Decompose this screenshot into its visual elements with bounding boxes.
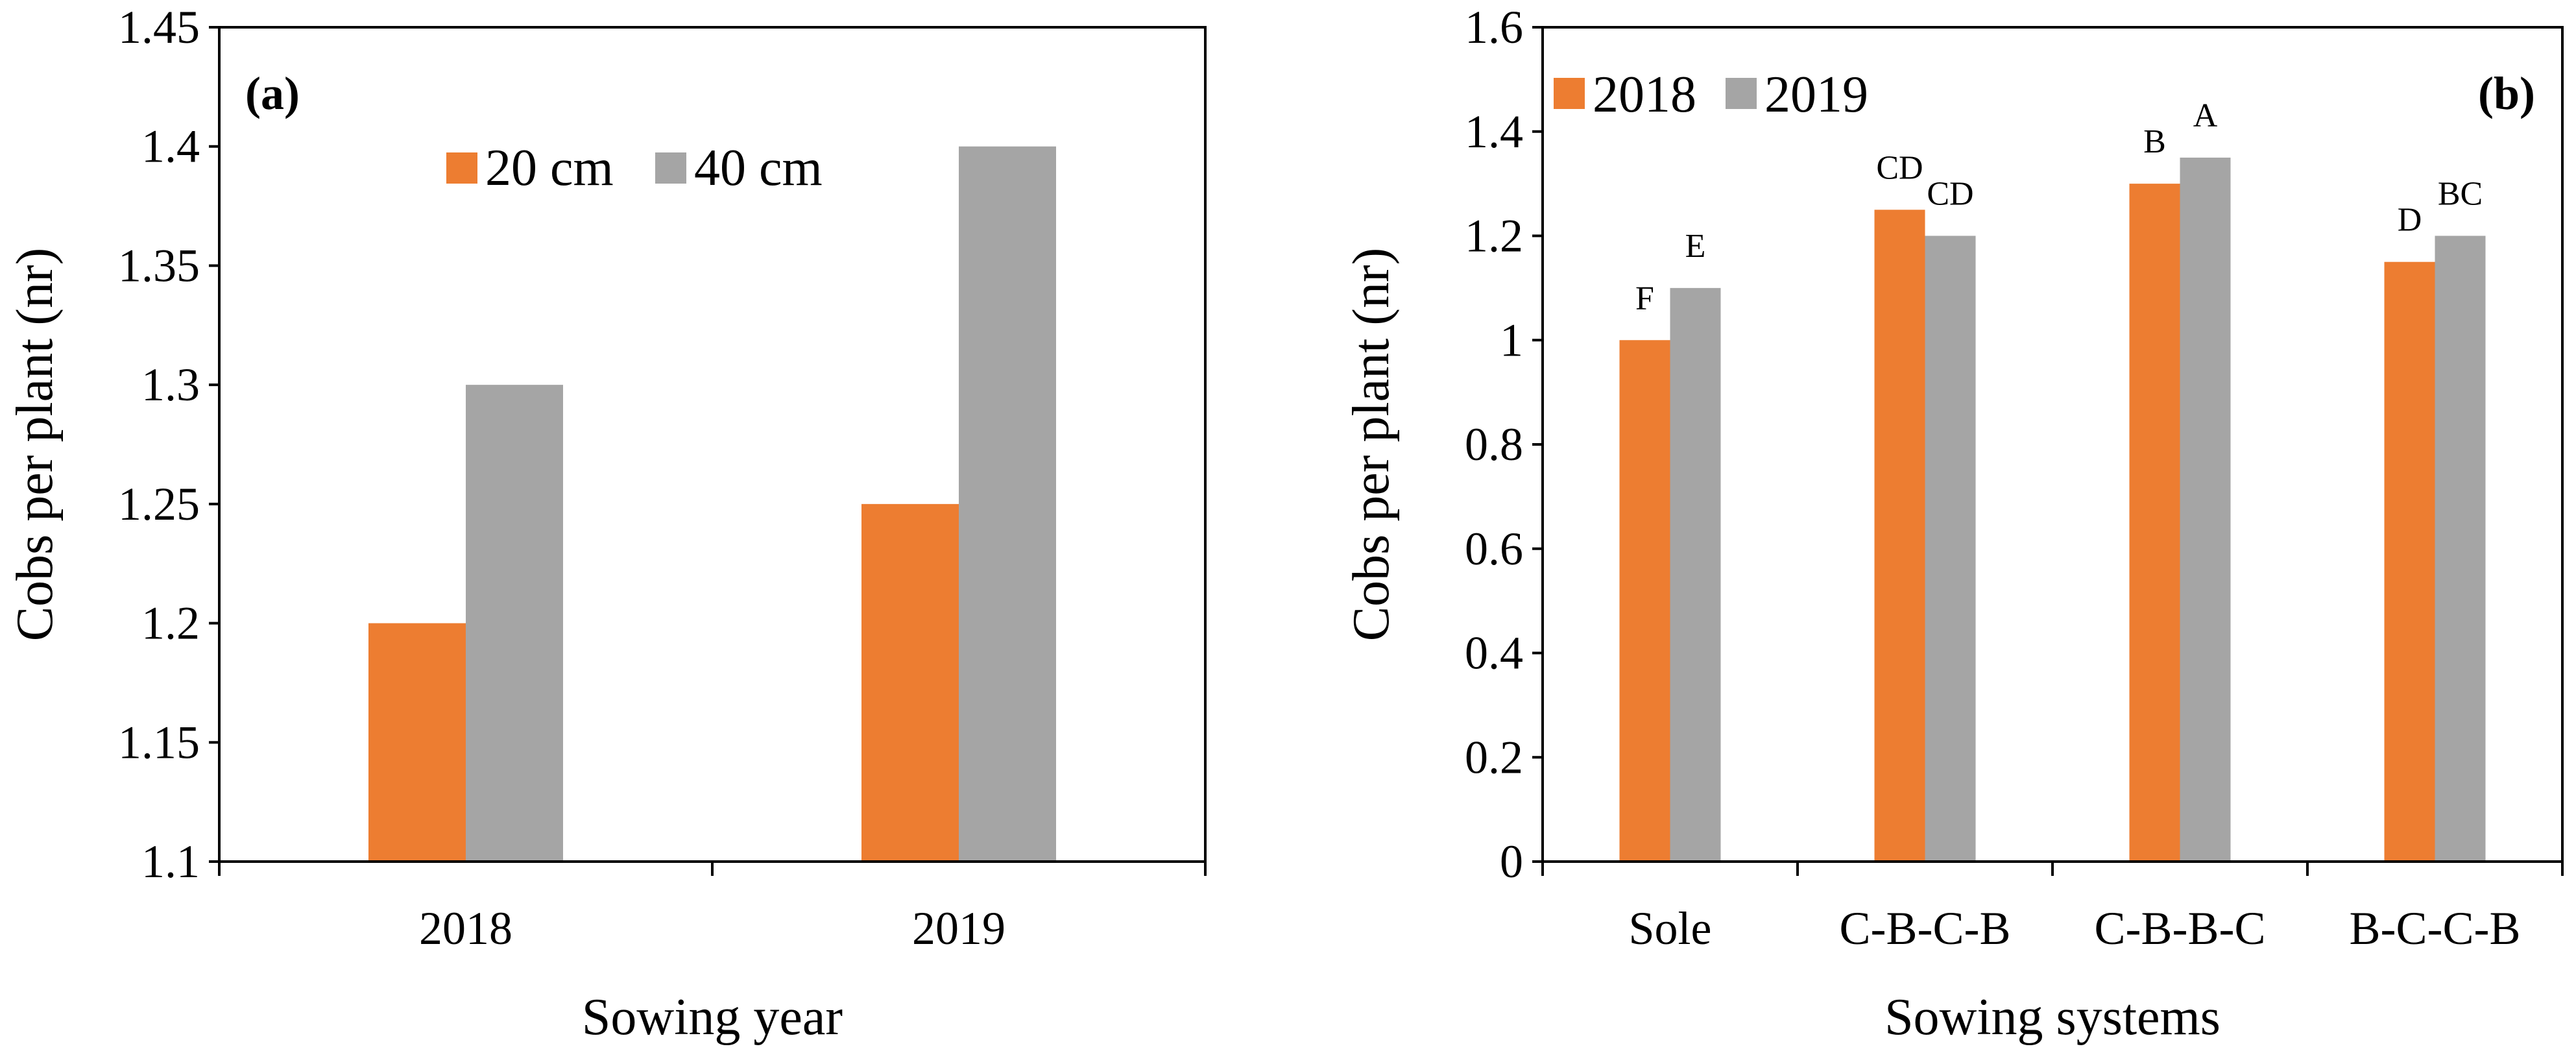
significance-letter-2018-sole: F [1635,280,1654,317]
chart-panel-b: (b) 00.20.40.60.811.21.41.6 FECDCDBADBC … [1343,1,2564,1046]
bar-2019-b-c-c-b [2435,236,2486,862]
y-tick-label-1-45: 1.45 [118,1,200,53]
x-tick-label-2019: 2019 [912,902,1005,954]
y-tick-label-0-6: 0.6 [1465,523,1523,575]
chart-panel-a: (a) 1.11.151.21.251.31.351.41.45 2018 201… [6,1,1207,1046]
y-tick-label-1-4: 1.4 [141,121,200,173]
x-tick-labels-a: 2018 2019 [419,902,1005,954]
y-tick-label-0: 0 [1500,836,1523,888]
significance-letter-2018-c-b-b-c: B [2143,123,2166,160]
legend-b: 2018 2019 [1554,66,1868,123]
legend-swatch-40cm [655,152,686,184]
legend-a: 20 cm 40 cm [446,139,823,197]
y-tick-label-1-2: 1.2 [141,598,200,649]
y-tick-label-1-1: 1.1 [141,836,200,888]
significance-letter-2018-b-c-c-b: D [2398,202,2422,239]
x-tick-label-b-c-c-b: B-C-C-B [2349,902,2520,954]
bars-a [368,146,1056,862]
x-axis-title-b: Sowing systems [1884,989,2221,1046]
significance-letter-2018-c-b-c-b: CD [1876,149,1923,186]
x-tick-labels-b: Sole C-B-C-B C-B-B-C B-C-C-B [1628,902,2520,954]
legend-label-40cm: 40 cm [694,139,823,197]
bar-2018-sole [1619,340,1670,862]
y-tick-label-0-2: 0.2 [1465,731,1523,783]
legend-label-2019: 2019 [1764,66,1868,123]
y-tick-label-0-4: 0.4 [1465,627,1523,679]
bar-2018-b-c-c-b [2384,261,2435,862]
x-tick-label-2018: 2018 [419,902,512,954]
bar-2019-sole [1670,287,1721,862]
y-tick-label-1-6: 1.6 [1465,1,1523,53]
significance-letter-2019-c-b-b-c: A [2193,97,2218,134]
legend-swatch-2019 [1726,78,1757,109]
y-tick-labels-a: 1.1 1.15 1.2 1.25 1.3 1.35 1.4 1.45 [118,1,219,888]
significance-letter-2019-sole: E [1685,228,1706,265]
legend-label-2018: 2018 [1593,66,1696,123]
x-ticks-b [1541,862,2564,876]
bar-2018-c-b-b-c [2129,184,2180,862]
y-tick-label-1-15: 1.15 [118,716,200,768]
bars-b [1619,157,2486,862]
y-tick-label-1-25: 1.25 [118,478,200,530]
bar-20-cm-2018 [368,623,466,862]
y-tick-label-0-8: 0.8 [1465,418,1523,470]
y-tick-label-1: 1 [1500,314,1523,366]
y-axis-title-a: Cobs per plant (nr) [6,248,64,642]
bar-40-cm-2018 [466,385,563,862]
legend-swatch-2018 [1554,78,1585,109]
x-tick-label-sole: Sole [1628,902,1711,954]
x-tick-label-c-b-c-b: C-B-C-B [1839,902,2010,954]
y-tick-labels-b: 0 0.2 0.4 0.6 0.8 1 1.2 1.4 1.6 [1465,1,1543,888]
y-tick-label-1-4: 1.4 [1465,106,1523,158]
legend-label-20cm: 20 cm [485,139,614,197]
y-axis-title-b: Cobs per plant (nr) [1343,248,1400,642]
x-ticks-a [218,862,1207,876]
panel-label-b: (b) [2478,67,2535,119]
legend-swatch-20cm [446,152,477,184]
y-tick-label-1-3: 1.3 [141,359,200,411]
x-axis-title-a: Sowing year [582,989,843,1046]
bar-20-cm-2019 [861,503,959,862]
bar-2018-c-b-c-b [1874,210,1925,862]
x-tick-label-c-b-b-c: C-B-B-C [2094,902,2265,954]
panel-label-a: (a) [245,67,300,119]
significance-letter-2019-c-b-c-b: CD [1927,176,1973,213]
y-tick-label-1-35: 1.35 [118,239,200,291]
significance-letter-2019-b-c-c-b: BC [2438,176,2483,213]
y-tick-label-1-2: 1.2 [1465,210,1523,262]
bar-40-cm-2019 [959,146,1056,862]
bar-2019-c-b-c-b [1925,236,1976,862]
bar-2019-c-b-b-c [2180,157,2231,862]
